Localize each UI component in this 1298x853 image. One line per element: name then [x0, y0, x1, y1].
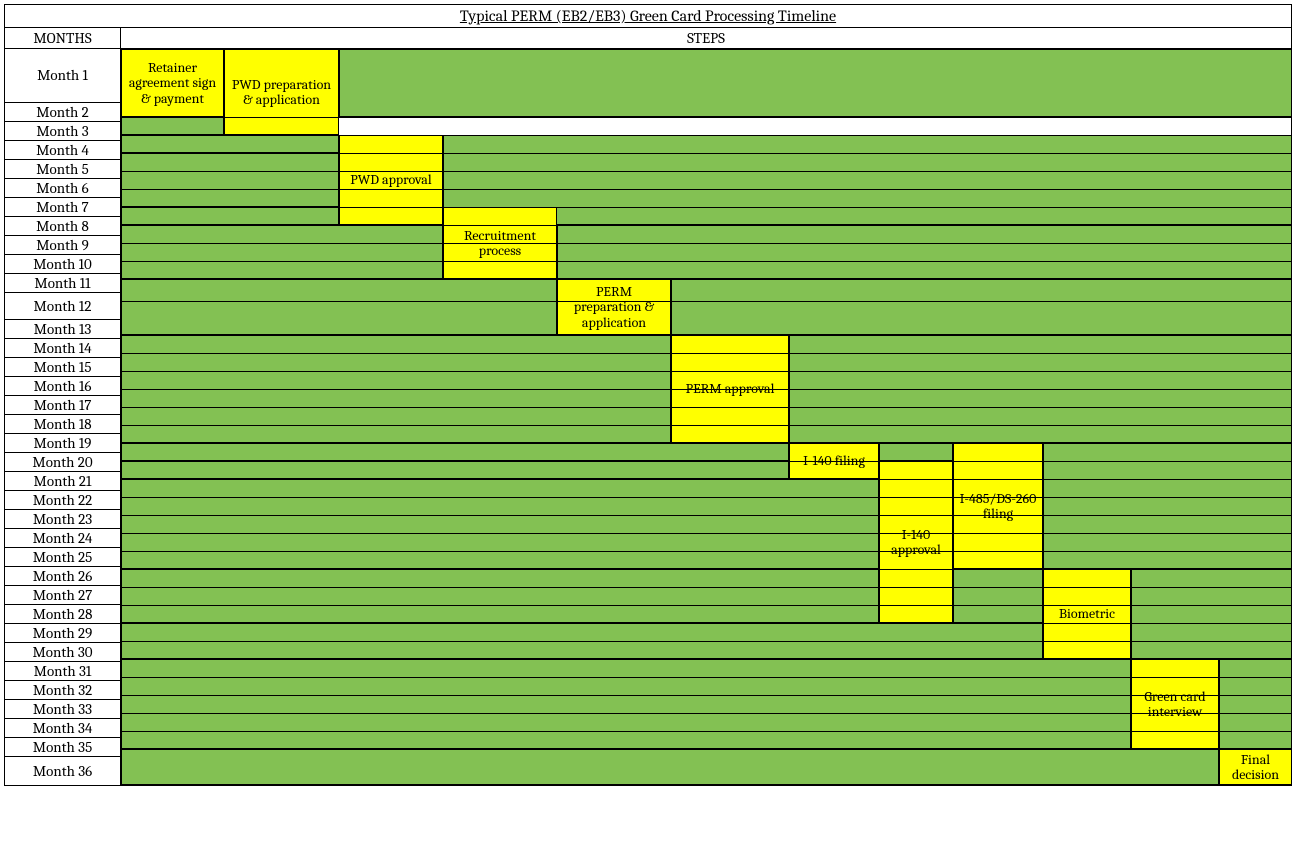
- step-i140_filing: I-140 filing: [789, 443, 879, 479]
- green-band: [953, 569, 1043, 623]
- months-column: Month 1Month 2Month 3Month 4Month 5Month…: [5, 49, 121, 785]
- step-biometric: Biometric: [1043, 569, 1131, 659]
- month-cell: Month 29: [5, 624, 120, 643]
- month-cell: Month 35: [5, 738, 120, 757]
- step-label: I-140 filing: [803, 453, 865, 468]
- month-cell: Month 27: [5, 586, 120, 605]
- month-cell: Month 12: [5, 293, 120, 320]
- page-title: Typical PERM (EB2/EB3) Green Card Proces…: [5, 5, 1291, 28]
- green-band: [121, 623, 1043, 659]
- month-cell: Month 20: [5, 453, 120, 472]
- month-cell: Month 8: [5, 217, 120, 236]
- month-cell: Month 18: [5, 415, 120, 434]
- green-band: [557, 225, 1292, 279]
- steps-column: Retainer agreement sign & payment PWD pre…: [121, 49, 1291, 785]
- header-row: MONTHS STEPS: [5, 28, 1291, 49]
- step-retainer: Retainer agreement sign & payment: [121, 49, 224, 117]
- month-cell: Month 17: [5, 396, 120, 415]
- green-band: [121, 443, 789, 461]
- step-recruitment: Recruitment process: [443, 207, 557, 279]
- green-band: [121, 569, 879, 623]
- month-cell: Month 10: [5, 255, 120, 274]
- step-perm_approval: PERM approval: [671, 335, 789, 443]
- step-perm_prep: PERM preparation & application: [557, 279, 671, 335]
- month-cell: Month 33: [5, 700, 120, 719]
- month-cell: Month 21: [5, 472, 120, 491]
- month-cell: Month 22: [5, 491, 120, 510]
- step-label: Recruitment process: [448, 228, 552, 259]
- month-cell: Month 32: [5, 681, 120, 700]
- green-band: [789, 335, 1292, 443]
- month-cell: Month 24: [5, 529, 120, 548]
- step-label: PWD preparation & application: [229, 77, 334, 108]
- green-band: [121, 207, 339, 225]
- month-cell: Month 7: [5, 198, 120, 217]
- green-band: [121, 279, 557, 335]
- step-label: PERM preparation & application: [562, 284, 666, 330]
- month-cell: Month 31: [5, 662, 120, 681]
- steps-header: STEPS: [121, 28, 1291, 48]
- month-cell: Month 23: [5, 510, 120, 529]
- month-cell: Month 25: [5, 548, 120, 567]
- green-band: [121, 479, 879, 569]
- month-cell: Month 30: [5, 643, 120, 662]
- grid: Month 1Month 2Month 3Month 4Month 5Month…: [5, 49, 1291, 785]
- step-pwd_prep: PWD preparation & application: [224, 49, 339, 135]
- month-cell: Month 11: [5, 274, 120, 293]
- step-final: Final decision: [1219, 749, 1292, 785]
- green-band: [1131, 569, 1292, 659]
- green-band: [1219, 659, 1292, 749]
- month-cell: Month 28: [5, 605, 120, 624]
- month-cell: Month 36: [5, 757, 120, 785]
- month-cell: Month 2: [5, 103, 120, 122]
- month-cell: Month 13: [5, 320, 120, 339]
- green-band: [121, 117, 224, 135]
- month-cell: Month 34: [5, 719, 120, 738]
- green-band: [121, 461, 789, 479]
- step-label: Green card interview: [1136, 689, 1214, 720]
- green-band: [339, 49, 1292, 117]
- green-band: [121, 153, 339, 207]
- month-cell: Month 3: [5, 122, 120, 141]
- step-label: Retainer agreement sign & payment: [126, 60, 219, 106]
- month-cell: Month 9: [5, 236, 120, 255]
- month-cell: Month 26: [5, 567, 120, 586]
- month-cell: Month 15: [5, 358, 120, 377]
- step-label: Biometric: [1059, 606, 1115, 621]
- step-label: Final decision: [1224, 752, 1287, 783]
- green-band: [121, 659, 1131, 749]
- step-pwd_approval: PWD approval: [339, 135, 443, 225]
- green-band: [443, 135, 1292, 225]
- green-band: [879, 443, 953, 461]
- month-cell: Month 5: [5, 160, 120, 179]
- step-label: I-485/DS-260 filing: [958, 491, 1038, 522]
- months-header: MONTHS: [5, 28, 121, 48]
- green-band: [121, 335, 671, 443]
- step-interview: Green card interview: [1131, 659, 1219, 749]
- month-cell: Month 1: [5, 49, 120, 103]
- step-label: I-140 approval: [884, 527, 948, 558]
- green-band: [121, 135, 339, 153]
- month-cell: Month 6: [5, 179, 120, 198]
- step-label: PERM approval: [686, 381, 775, 396]
- step-i485: I-485/DS-260 filing: [953, 443, 1043, 569]
- month-cell: Month 4: [5, 141, 120, 160]
- step-label: PWD approval: [350, 172, 431, 187]
- green-band: [121, 749, 1219, 785]
- green-band: [671, 279, 1292, 335]
- timeline-container: Typical PERM (EB2/EB3) Green Card Proces…: [4, 4, 1292, 786]
- month-cell: Month 14: [5, 339, 120, 358]
- month-cell: Month 19: [5, 434, 120, 453]
- step-i140_approval: I-140 approval: [879, 461, 953, 623]
- green-band: [1043, 443, 1292, 569]
- month-cell: Month 16: [5, 377, 120, 396]
- green-band: [121, 225, 443, 279]
